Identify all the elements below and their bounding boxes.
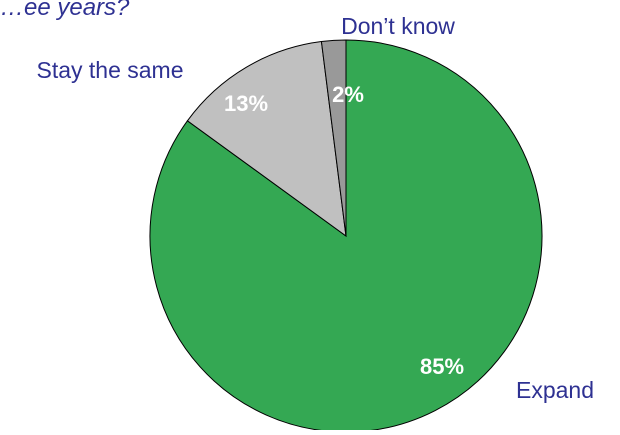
pie-slice-don-t-know: [320, 39, 347, 237]
value-label-don-t-know: 2%: [332, 82, 364, 107]
value-label-stay-the-same: 13%: [224, 91, 268, 116]
category-label-expand: Expand: [516, 377, 594, 403]
pie-slice-stay-the-same: [186, 40, 347, 238]
chart-title-fragment: …ee years?: [0, 0, 130, 21]
value-label-expand: 85%: [420, 354, 464, 379]
category-label-don-t-know: Don’t know: [341, 13, 455, 39]
category-label-stay-the-same: Stay the same: [36, 57, 183, 83]
